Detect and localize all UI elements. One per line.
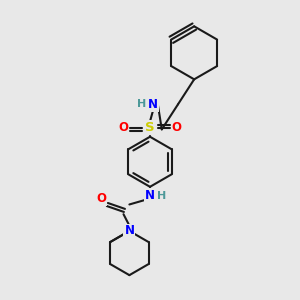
Text: O: O: [172, 122, 182, 134]
Text: O: O: [118, 122, 128, 134]
Text: O: O: [96, 192, 106, 205]
Text: N: N: [124, 224, 134, 238]
Text: H: H: [157, 190, 166, 201]
Text: N: N: [145, 189, 155, 202]
Text: H: H: [137, 99, 147, 110]
Text: N: N: [148, 98, 158, 111]
Text: S: S: [145, 122, 155, 134]
